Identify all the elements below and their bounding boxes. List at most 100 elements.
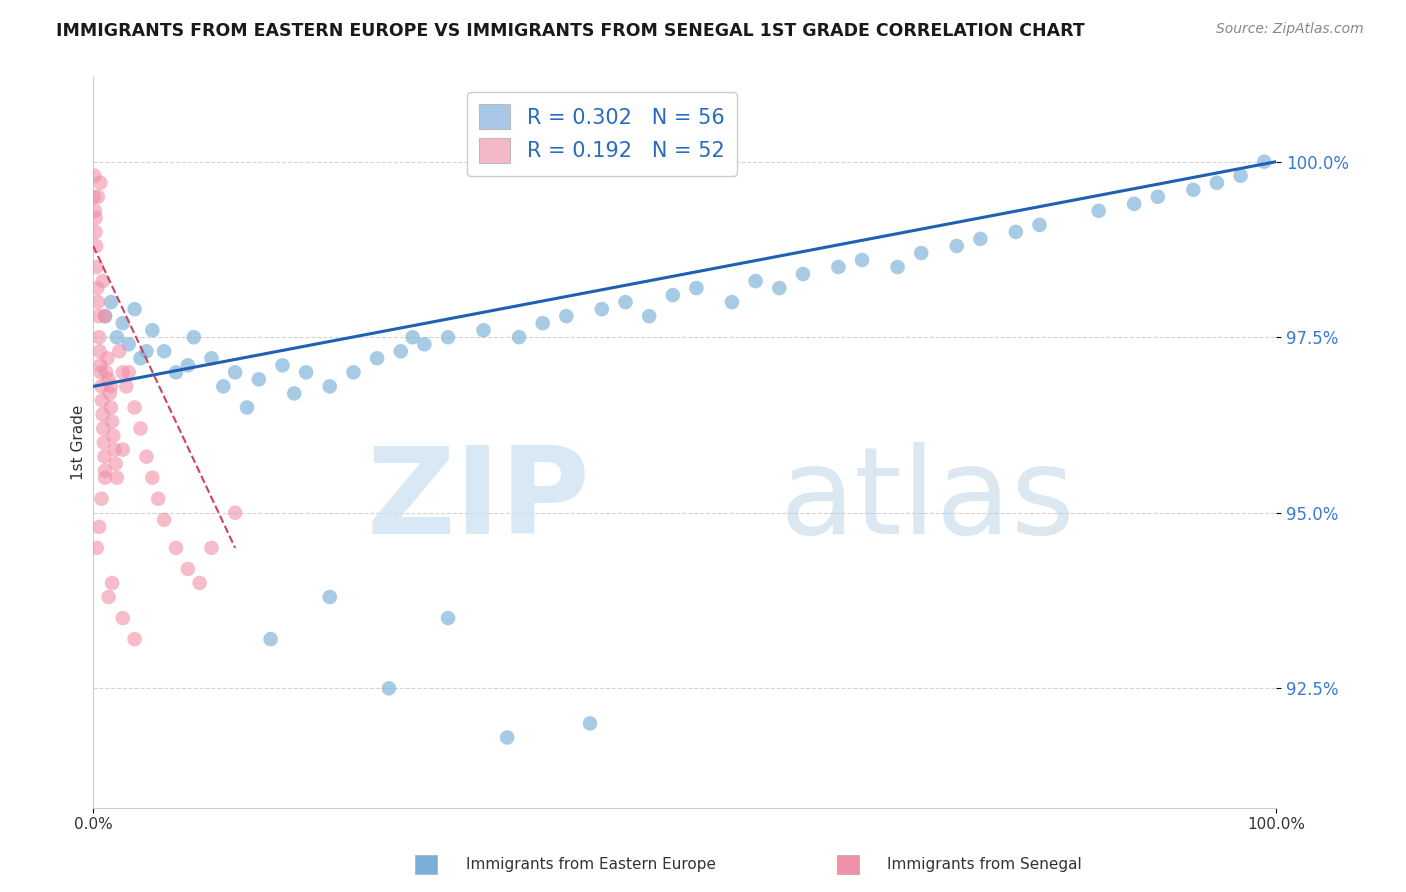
- Point: [111, 316, 134, 330]
- Point: [969, 232, 991, 246]
- Point: [100, 295, 122, 310]
- Text: Immigrants from Eastern Europe: Immigrants from Eastern Europe: [465, 857, 716, 872]
- Point: [224, 506, 246, 520]
- Point: [401, 330, 423, 344]
- Point: [188, 576, 211, 591]
- Point: [97, 372, 120, 386]
- Point: [886, 260, 908, 274]
- Point: [472, 323, 495, 337]
- Point: [851, 252, 873, 267]
- Point: [94, 309, 117, 323]
- Point: [87, 309, 110, 323]
- Point: [105, 471, 128, 485]
- Point: [1182, 183, 1205, 197]
- Point: [90, 491, 112, 506]
- Point: [91, 408, 114, 422]
- Point: [319, 590, 342, 604]
- Point: [111, 611, 134, 625]
- Point: [153, 513, 176, 527]
- Point: [91, 393, 114, 408]
- Point: [86, 260, 108, 274]
- Point: [1087, 203, 1109, 218]
- Point: [89, 359, 111, 373]
- Text: Source: ZipAtlas.com: Source: ZipAtlas.com: [1216, 22, 1364, 37]
- Point: [945, 239, 967, 253]
- Bar: [415, 855, 437, 874]
- Point: [129, 351, 152, 366]
- Point: [108, 344, 131, 359]
- Point: [1146, 190, 1168, 204]
- Text: atlas: atlas: [779, 442, 1076, 559]
- Point: [1005, 225, 1028, 239]
- Point: [212, 379, 235, 393]
- Point: [744, 274, 766, 288]
- Point: [91, 274, 114, 288]
- Point: [84, 203, 107, 218]
- Point: [84, 239, 107, 253]
- Point: [1123, 197, 1146, 211]
- Point: [86, 281, 108, 295]
- Point: [177, 359, 200, 373]
- Point: [124, 401, 146, 415]
- Text: IMMIGRANTS FROM EASTERN EUROPE VS IMMIGRANTS FROM SENEGAL 1ST GRADE CORRELATION : IMMIGRANTS FROM EASTERN EUROPE VS IMMIGR…: [56, 22, 1085, 40]
- Point: [84, 211, 107, 225]
- Point: [827, 260, 849, 274]
- Point: [97, 590, 120, 604]
- Point: [508, 330, 530, 344]
- Point: [236, 401, 259, 415]
- Bar: [837, 855, 859, 874]
- Point: [135, 450, 157, 464]
- Point: [141, 471, 163, 485]
- Point: [259, 632, 281, 647]
- Point: [591, 302, 613, 317]
- Point: [283, 386, 305, 401]
- Point: [342, 365, 364, 379]
- Point: [910, 246, 932, 260]
- Y-axis label: 1st Grade: 1st Grade: [72, 405, 86, 480]
- Point: [105, 330, 128, 344]
- Point: [555, 309, 578, 323]
- Point: [366, 351, 388, 366]
- Point: [496, 731, 519, 745]
- Point: [87, 520, 110, 534]
- Point: [1229, 169, 1251, 183]
- Point: [165, 541, 187, 555]
- Point: [83, 169, 105, 183]
- Point: [129, 421, 152, 435]
- Point: [200, 351, 222, 366]
- Point: [86, 541, 108, 555]
- Point: [98, 386, 121, 401]
- Point: [100, 379, 122, 393]
- Point: [87, 295, 110, 310]
- Point: [224, 365, 246, 379]
- Point: [437, 611, 460, 625]
- Point: [792, 267, 814, 281]
- Point: [141, 323, 163, 337]
- Point: [1206, 176, 1229, 190]
- Point: [101, 415, 124, 429]
- Point: [662, 288, 685, 302]
- Point: [1028, 218, 1050, 232]
- Point: [378, 681, 401, 696]
- Point: [135, 344, 157, 359]
- Point: [118, 337, 141, 351]
- Point: [1253, 154, 1275, 169]
- Point: [638, 309, 661, 323]
- Point: [437, 330, 460, 344]
- Point: [124, 302, 146, 317]
- Text: Immigrants from Senegal: Immigrants from Senegal: [887, 857, 1081, 872]
- Point: [115, 379, 138, 393]
- Point: [183, 330, 205, 344]
- Point: [148, 491, 170, 506]
- Legend: R = 0.302   N = 56, R = 0.192   N = 52: R = 0.302 N = 56, R = 0.192 N = 52: [467, 92, 737, 176]
- Point: [94, 471, 117, 485]
- Point: [96, 365, 118, 379]
- Point: [111, 365, 134, 379]
- Point: [177, 562, 200, 576]
- Point: [87, 190, 110, 204]
- Point: [90, 365, 112, 379]
- Point: [389, 344, 412, 359]
- Point: [768, 281, 790, 295]
- Point: [247, 372, 270, 386]
- Point: [91, 421, 114, 435]
